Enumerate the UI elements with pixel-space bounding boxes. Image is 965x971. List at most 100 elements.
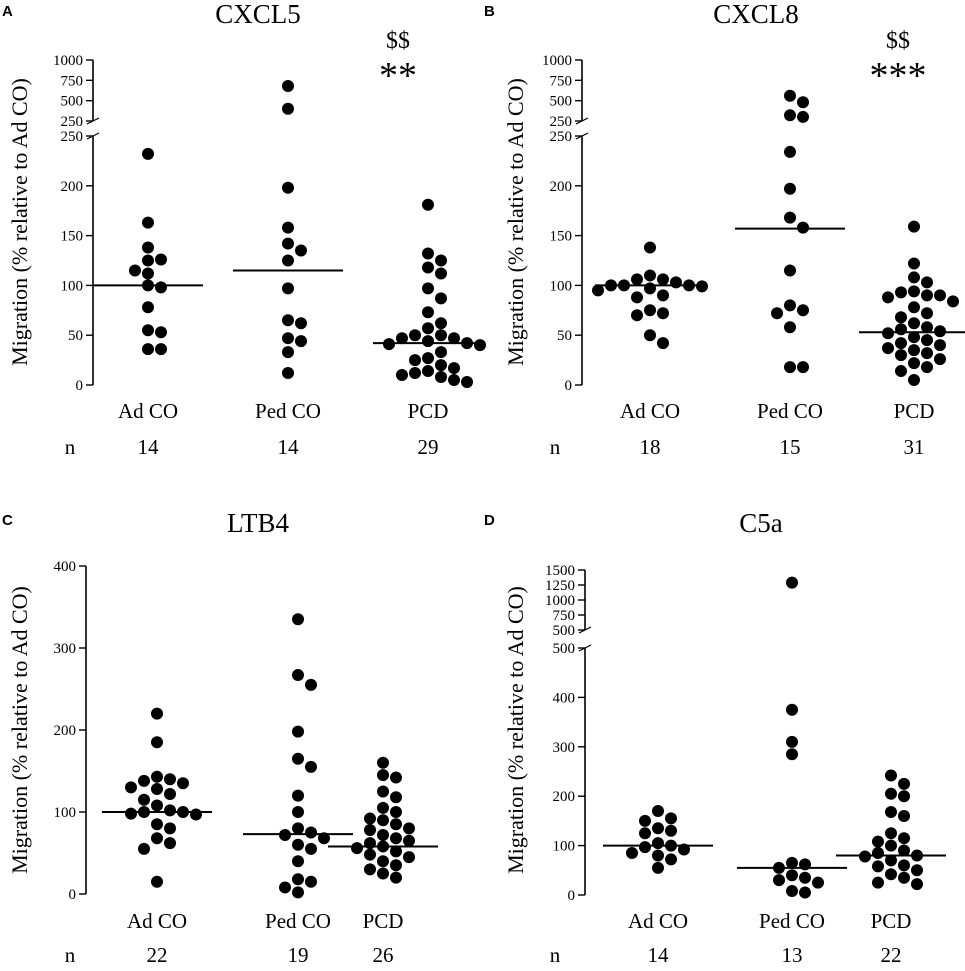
- group-label: PCD: [894, 399, 935, 423]
- data-point: [142, 254, 154, 267]
- data-point: [895, 311, 907, 324]
- data-point: [872, 847, 884, 860]
- data-point: [435, 254, 447, 267]
- data-point: [882, 291, 894, 304]
- data-point: [390, 806, 402, 818]
- data-point: [771, 307, 783, 320]
- data-point: [652, 805, 664, 818]
- data-point: [403, 851, 415, 864]
- data-point: [784, 321, 796, 334]
- data-point: [305, 760, 317, 773]
- panel-title: LTB4: [227, 508, 290, 538]
- data-point: [142, 216, 154, 229]
- data-point: [142, 301, 154, 314]
- y-tick-label: 50: [68, 328, 83, 344]
- y-tick-label: 1500: [545, 563, 575, 579]
- data-point: [292, 855, 304, 868]
- n-count: 22: [147, 943, 168, 966]
- y-tick-label: 0: [69, 887, 77, 903]
- data-point: [898, 809, 910, 822]
- data-point: [885, 787, 897, 800]
- data-point: [435, 292, 447, 305]
- data-point: [631, 273, 643, 286]
- data-point: [164, 837, 176, 850]
- data-point: [364, 812, 376, 825]
- data-point: [934, 289, 946, 302]
- y-tick-label: 400: [553, 690, 576, 706]
- y-tick-label: 200: [553, 789, 576, 805]
- data-point: [665, 824, 677, 837]
- data-point: [872, 835, 884, 848]
- y-tick-label: 0: [568, 888, 576, 904]
- data-point: [292, 838, 304, 851]
- data-point: [786, 748, 798, 761]
- data-point: [422, 322, 434, 335]
- n-count: 15: [780, 435, 801, 459]
- data-point: [908, 331, 920, 344]
- y-tick-label: 300: [553, 740, 576, 756]
- data-point: [435, 346, 447, 359]
- data-point: [409, 354, 421, 367]
- data-point: [164, 822, 176, 835]
- panel-d: D C5a Migration (% relative to Ad CO) 0 100 2…: [484, 508, 946, 967]
- y-tick-label: 100: [61, 278, 84, 294]
- data-point: [908, 285, 920, 298]
- data-point: [895, 323, 907, 336]
- panel-letter: A: [2, 3, 13, 20]
- y-tick-label: 150: [550, 229, 573, 245]
- data-point: [390, 818, 402, 831]
- data-point: [295, 244, 307, 257]
- n-label: n: [65, 435, 76, 459]
- data-point: [882, 342, 894, 355]
- data-point: [812, 876, 824, 889]
- data-point: [461, 376, 473, 389]
- panel-title: CXCL5: [215, 0, 301, 29]
- data-point: [390, 771, 402, 784]
- data-point: [377, 814, 389, 827]
- y-tick-label: 200: [550, 179, 573, 195]
- data-point: [422, 247, 434, 260]
- data-point: [895, 365, 907, 378]
- data-point: [898, 871, 910, 884]
- n-count: 19: [288, 943, 309, 966]
- data-point: [390, 845, 402, 858]
- data-point: [908, 301, 920, 314]
- data-point: [142, 267, 154, 280]
- panel-letter: B: [484, 3, 495, 20]
- data-point: [155, 281, 167, 294]
- data-point: [644, 282, 656, 295]
- y-tick-label: 750: [550, 73, 573, 89]
- y-tick-label: 200: [61, 179, 84, 195]
- data-point: [885, 806, 897, 819]
- data-point: [786, 869, 798, 882]
- significance-stars: ***: [870, 55, 927, 97]
- data-point: [631, 309, 643, 322]
- data-point: [639, 814, 651, 827]
- data-point: [125, 781, 137, 794]
- data-point: [784, 89, 796, 102]
- data-point: [657, 337, 669, 350]
- data-point: [799, 886, 811, 899]
- data-point: [155, 253, 167, 266]
- data-point: [921, 307, 933, 320]
- data-point: [138, 793, 150, 806]
- data-point: [138, 774, 150, 787]
- data-point: [305, 826, 317, 839]
- y-tick-label: 100: [550, 278, 573, 294]
- data-point: [422, 282, 434, 295]
- group-label: Ad CO: [127, 909, 187, 933]
- y-tick-label: 750: [553, 608, 576, 624]
- data-point: [784, 182, 796, 195]
- data-point: [631, 291, 643, 304]
- y-axis-label: Migration (% relative to Ad CO): [7, 78, 32, 366]
- data-point: [921, 334, 933, 347]
- data-point: [282, 102, 294, 115]
- data-point: [422, 352, 434, 365]
- data-point: [665, 853, 677, 866]
- n-count: 14: [648, 943, 670, 966]
- data-point: [305, 842, 317, 855]
- data-point: [644, 269, 656, 282]
- data-point: [895, 337, 907, 350]
- data-point: [364, 848, 376, 861]
- n-count: 31: [904, 435, 925, 459]
